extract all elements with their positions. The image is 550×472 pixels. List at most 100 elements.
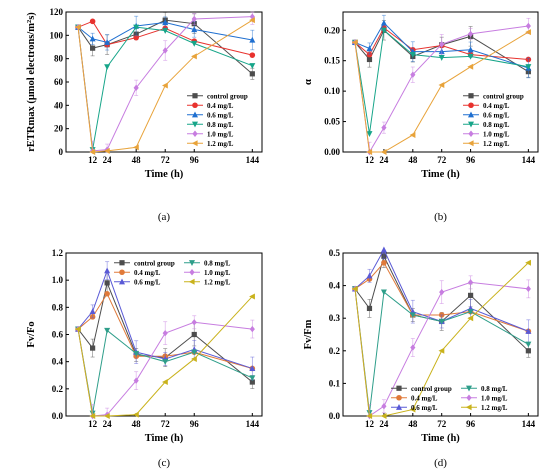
legend-label: 0.4 mg/L [411,394,438,402]
y-tick-label: 0.2 [52,384,64,394]
data-point [381,403,387,410]
data-point [380,246,387,253]
legend: control group 0.4 mg/L0.6 mg/L 0.8 mg/L1.0… [187,92,248,148]
legend-marker [396,394,402,401]
data-point [89,18,96,25]
data-point [366,56,373,63]
data-point [133,350,140,357]
legend-marker [192,130,198,137]
x-tick-label: 48 [408,419,418,429]
data-point [467,46,474,53]
data-point [191,15,197,23]
legend-label: 0.6 mg/L [483,111,510,119]
legend-label: 1.0 mg/L [207,130,234,138]
data-point [467,309,474,315]
data-point [162,329,168,337]
data-point [249,71,255,77]
x-tick-label: 144 [522,155,536,165]
data-point [381,124,387,131]
legend-marker [468,121,474,128]
y-tick-label: 0.4 [52,357,64,367]
legend-marker [192,121,198,128]
y-tick-label: 0.6 [52,330,64,340]
data-point [410,344,416,351]
data-point [162,82,168,89]
data-point [366,131,373,137]
plot-frame [342,11,539,153]
data-point [104,290,110,297]
y-tick-label: 1.0 [52,275,64,285]
y-tick-label: 0.20 [324,25,340,35]
x-axis-title: Time (h) [421,433,460,444]
legend-label: 0.6 mg/L [411,404,438,412]
y-tick-label: 20 [54,124,64,134]
data-point [366,305,373,312]
legend-label: 1.2 mg/L [204,278,231,286]
legend-marker [119,260,125,266]
data-point [380,289,387,296]
legend-label: 1.2 mg/L [207,140,234,148]
legend-marker [468,111,474,118]
data-point [438,82,445,89]
data-point [191,349,198,356]
y-tick-label: 0.0 [329,411,341,421]
panel-label: (c) [158,457,171,469]
legend-marker [466,385,472,392]
data-point [380,149,387,155]
legend-label: 0.4 mg/L [134,269,161,277]
data-point [191,319,197,326]
x-tick-label: 96 [190,155,200,165]
x-tick-label: 96 [466,155,476,165]
data-point [409,131,416,138]
y-tick-label: 0.00 [324,147,340,157]
legend-label: control group [483,92,524,100]
y-axis-title: Fv/Fo [26,321,37,347]
data-point [191,40,198,47]
data-point [89,149,96,155]
legend-label: 1.0 mg/L [483,130,510,138]
data-point [366,51,373,58]
data-point [249,17,255,24]
x-tick-label: 96 [466,419,476,429]
panel-label: (d) [434,457,447,469]
legend-label: 0.8 mg/L [481,385,508,393]
y-tick-label: 0.3 [329,313,341,323]
x-tick-label: 12 [365,155,375,165]
data-point [191,355,197,362]
data-point [467,53,474,60]
legend: control group 0.8 mg/L 0.4 mg/L 1.0 mg/L 0.6… [391,385,508,412]
legend-label: 0.6 mg/L [207,111,234,119]
data-point [525,348,531,354]
x-tick-label: 72 [437,155,447,165]
y-tick-label: 60 [54,77,64,87]
data-point [351,285,358,292]
series-1-2-mg-l [351,259,531,419]
data-point [439,288,445,296]
y-tick-label: 0.4 [329,281,341,291]
legend: control group 0.8 mg/L 0.4 mg/L 1.0 mg/L 0.6… [114,259,231,286]
data-point [525,259,531,266]
data-point [467,30,474,38]
data-point [380,19,387,26]
data-point [249,63,256,69]
legend-marker [192,111,198,118]
panel-label: (a) [158,211,171,223]
y-tick-label: 0.10 [324,86,340,96]
data-point [366,45,373,52]
x-tick-label: 48 [408,155,418,165]
legend-label: 0.4 mg/L [207,102,234,110]
x-tick-label: 144 [246,155,260,165]
x-tick-label: 72 [161,155,171,165]
data-point [438,318,445,325]
data-point [366,272,373,279]
y-tick-label: 80 [54,54,64,64]
y-tick-label: 0.05 [324,117,340,127]
data-point [249,36,256,43]
data-point [467,279,474,286]
data-point [104,64,111,71]
legend-label: 0.8 mg/L [207,121,234,129]
data-point [249,293,255,300]
data-point [525,29,531,36]
data-point [89,308,96,315]
legend-marker [189,260,195,266]
